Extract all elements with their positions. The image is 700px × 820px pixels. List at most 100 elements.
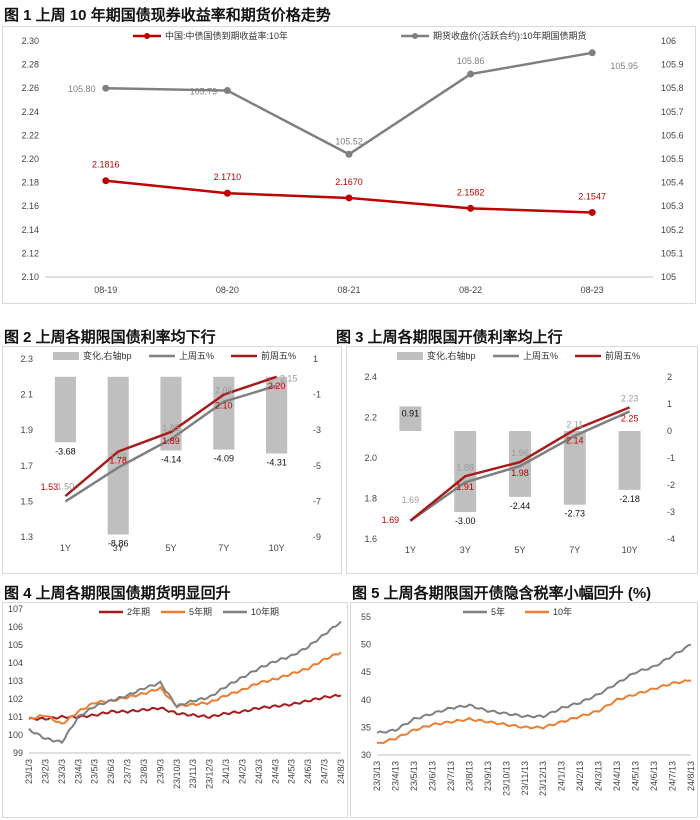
fig1-panel: 2.10 2.12 2.14 2.16 2.18 2.20 2.22 2.24 2.26 2.28… [2,26,696,304]
x-tick-label: 7Y [569,545,580,555]
x-tick-label: 7Y [218,543,229,553]
y-tick-label: 1.9 [20,425,33,435]
bar [563,431,586,505]
x-tick-label: 24/5/3 [287,759,297,784]
fig4-panel: 99 100 101 102 103 104 105 106 107 23/1/3 23/2/3 23… [2,602,348,818]
y-tick-label: 2.16 [21,201,39,211]
x-tick-label: 23/10/3 [172,759,182,789]
x-tick-label: 23/11/3 [188,759,198,788]
y-tick-label: 106 [8,622,23,632]
bar [107,376,129,535]
y2-tick-label: 106 [661,36,676,46]
series-line [28,693,342,721]
fig3-chart: 1.6 1.8 2.0 2.2 2.4 -4 -3 -2 -1 0 1 2 1Y 3Y 5Y 7Y 10Y 0.9… [364,350,675,555]
legend-label: 2年期 [127,606,150,617]
data-label: 2.20 [268,381,286,391]
y-tick-label: 50 [361,640,371,650]
y2-tick-label: 105.8 [661,83,684,93]
data-label: 2.25 [621,413,639,423]
y2-tick-label: -1 [667,453,675,463]
legend-label: 10年期 [251,606,279,617]
y-tick-label: 2.0 [364,453,377,463]
data-label: 1.50 [57,481,75,491]
fig4-chart: 99 100 101 102 103 104 105 106 107 23/1/3 23/2/3 23… [8,604,346,789]
x-tick-label: 23/12/13 [538,761,548,796]
y2-tick-label: -3 [313,425,321,435]
data-label: 2.14 [566,436,584,446]
legend-label: 中国:中债国债到期收益率:10年 [165,30,288,41]
y-tick-label: 1.5 [20,496,33,506]
x-tick-label: 1Y [60,543,71,553]
legend-label: 前周五% [605,350,640,361]
bar [213,376,235,450]
bar-label: -4.14 [161,454,182,464]
x-tick-label: 24/2/3 [237,759,247,784]
series-line-prev-friday [64,375,277,498]
x-tick-label: 24/4/3 [270,759,280,784]
fig2-title: 图 2 上周各期限国债利率均下行 [4,329,216,346]
y-tick-label: 2.20 [21,154,39,164]
legend-label: 变化,右轴bp [427,350,476,361]
fig3-title: 图 3 上周各期限国开债利率均上行 [336,329,563,346]
data-point [467,70,475,78]
x-tick-label: 23/10/13 [501,761,511,796]
bar-label: -2.73 [565,509,586,519]
data-label: 1.78 [109,456,127,466]
y2-tick-label: 105.4 [661,178,684,188]
y-tick-label: 102 [8,694,23,704]
y-tick-label: 2.30 [21,36,39,46]
x-tick-label: 23/3/13 [372,761,382,791]
legend-label: 上周五% [179,351,214,361]
bar-label: -8.86 [108,539,129,549]
y-tick-label: 2.2 [364,413,377,423]
x-tick-label: 24/2/13 [575,761,585,791]
legend-label: 期货收盘价(活跃合约):10年期国债期货 [433,30,587,41]
x-tick-label: 24/5/13 [631,761,641,791]
data-label: 2.06 [215,386,233,396]
fig3-panel: 1.6 1.8 2.0 2.2 2.4 -4 -3 -2 -1 0 1 2 1Y 3Y 5Y 7Y 10Y 0.9… [346,346,698,574]
legend-label: 5年 [491,606,505,617]
y2-tick-label: -3 [667,507,675,517]
data-label: 2.10 [215,401,233,411]
data-point [102,84,110,92]
y2-tick-label: 105.5 [661,154,684,164]
y2-tick-label: 105.9 [661,60,684,70]
data-label: 2.1670 [335,177,363,187]
bar-label: 0.91 [402,408,420,418]
y-tick-label: 1.8 [364,494,377,504]
x-tick-label: 24/1/3 [221,759,231,784]
x-tick-label: 23/12/3 [205,759,215,789]
x-tick-label: 10Y [269,543,285,553]
data-point [588,49,596,57]
fig4-title: 图 4 上周各期限国债期货明显回升 [4,585,231,602]
y-tick-label: 55 [361,612,371,622]
x-tick-label: 08-23 [581,285,604,295]
data-label: 1.69 [402,495,420,505]
x-tick-label: 3Y [113,543,124,553]
y-tick-label: 1.7 [20,461,33,471]
bar [454,431,477,512]
data-label: 2.1710 [214,172,242,182]
series-line [28,651,342,725]
y2-tick-label: 1 [667,399,672,409]
y-tick-label: 105 [8,640,23,650]
x-tick-label: 08-22 [459,285,482,295]
y-tick-label: 99 [13,748,23,758]
legend-swatch [53,352,79,360]
fig5-panel: 30 35 40 45 50 55 23/3/13 23/4/13 23/5/13 23/6/13… [350,602,698,818]
y2-tick-label: -2 [667,480,675,490]
x-tick-label: 23/8/3 [139,759,149,784]
y2-tick-label: 2 [667,372,672,382]
y-tick-label: 2.4 [364,372,377,382]
y-tick-label: 100 [8,730,23,740]
series-line [376,643,692,734]
y-tick-label: 2.1 [20,390,33,400]
y-tick-label: 103 [8,676,23,686]
x-tick-label: 24/7/13 [668,761,678,791]
bar-label: -3.00 [455,516,476,526]
series-line [28,620,342,745]
legend-label: 10年 [553,606,572,617]
bar-label: -2.44 [510,501,531,511]
legend-label: 变化,右轴bp [83,350,132,361]
fig2-panel: 1.3 1.5 1.7 1.9 2.1 2.3 -9 -7 -5 -3 -1 1 1Y 3Y 5Y 7Y 10Y… [2,346,342,574]
